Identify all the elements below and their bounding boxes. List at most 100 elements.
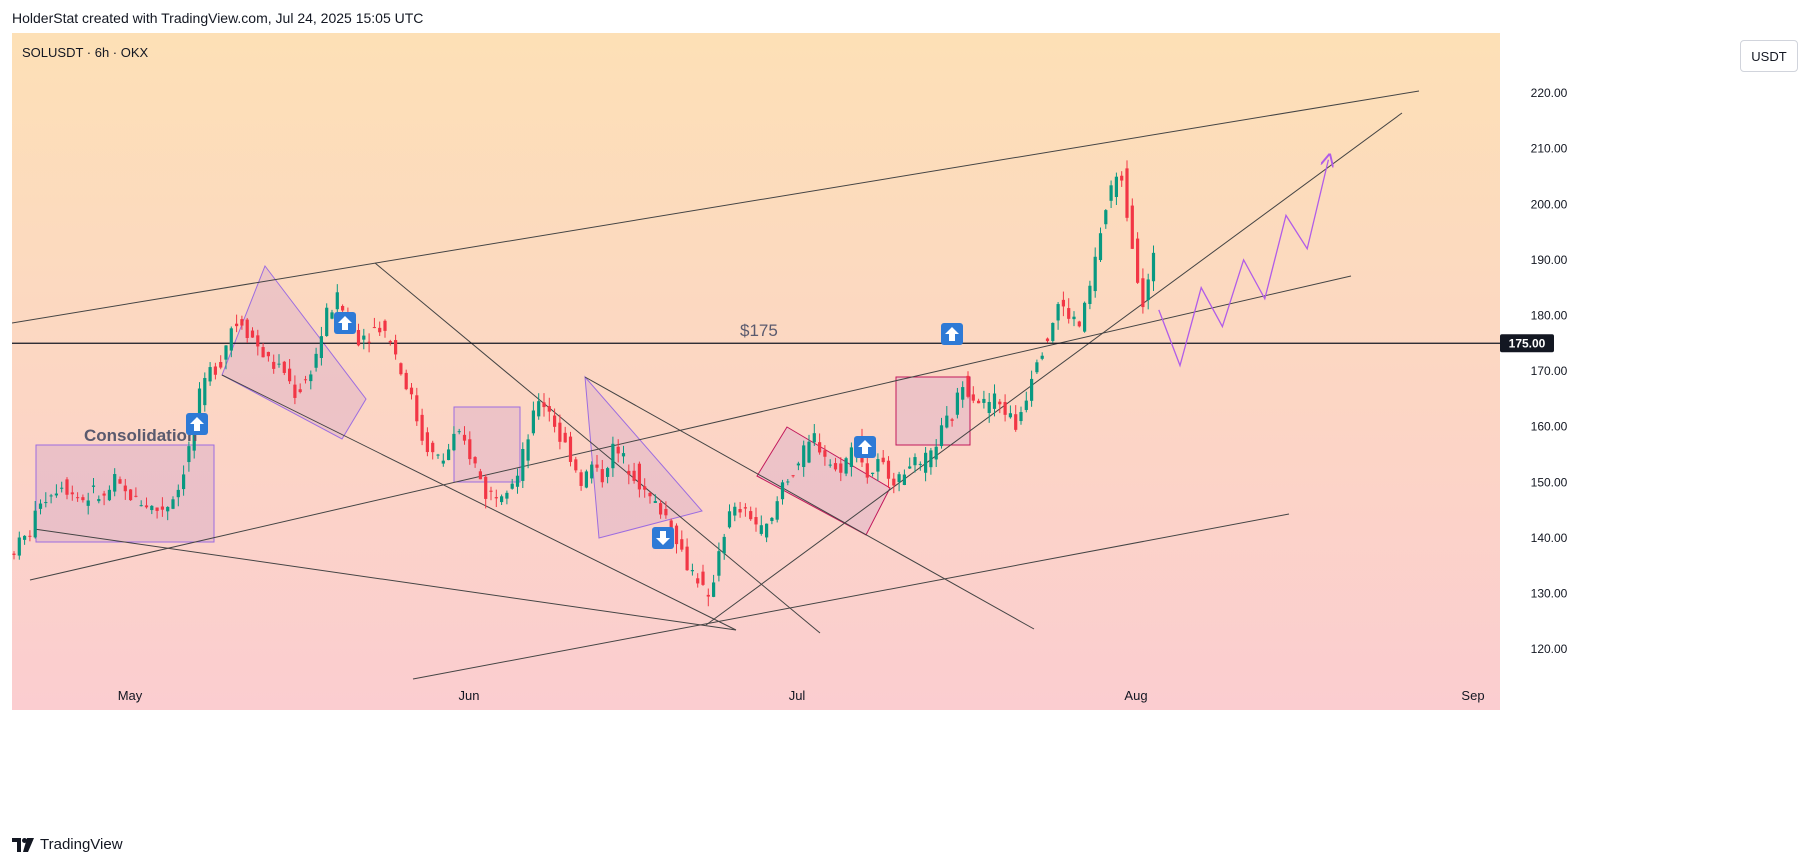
candle-body [955,392,959,415]
bottom-support-line [412,513,1290,680]
x-tick-label: Aug [1124,688,1147,703]
candle-body [1003,402,1007,415]
candle-body [1120,175,1124,181]
candle-body [325,307,329,336]
candle-body [192,423,196,451]
candle-body [1045,338,1050,342]
candle-body [150,505,154,511]
candle-body [653,501,657,503]
y-tick-label: 210.00 [1531,142,1568,156]
candle-body [812,433,816,443]
candle-body [478,471,482,480]
candle-body [563,432,567,443]
candle-body [250,330,255,338]
candle-body [749,511,753,520]
candle-body [977,400,981,404]
candle-body [696,578,700,584]
candle-body [616,446,620,454]
candle-body [404,372,408,390]
candle-body [537,401,541,417]
candle-body [293,384,297,398]
candle-body [431,442,435,453]
candle-body [802,445,806,468]
candle-body [383,320,387,331]
candle-body [1125,168,1129,218]
candle-body [187,446,191,463]
price-chart[interactable]: 120.00 130.00 140.00 150.00 160.00 170.00 180.… [12,33,1802,823]
candle-body [219,361,223,368]
footer-brand-text: TradingView [40,836,123,853]
candle-body [992,393,997,409]
tradingview-logo-icon [12,837,34,852]
candle-body [1083,302,1087,332]
lower-channel-line [29,275,1352,581]
candle-body [266,351,270,357]
candle-body [542,402,546,408]
currency-unit-button[interactable]: USDT [1740,40,1798,72]
chart-area[interactable]: 120.00 130.00 140.00 150.00 160.00 170.00 180.… [12,33,1802,823]
symbol-info[interactable]: SOLUSDT · 6h · OKX [22,45,149,60]
candle-body [595,464,599,468]
arrow-up-icon [854,436,876,458]
descending-line-may [221,374,737,631]
chart-caption: HolderStat created with TradingView.com,… [12,10,424,26]
candle-body [547,406,551,412]
candle-body [113,474,117,492]
candle-body [674,525,679,545]
candle-body [918,463,922,465]
candle-body [197,388,202,423]
level-175-label: $175 [740,321,778,340]
candle-body [484,476,488,499]
candle-body [378,327,382,333]
candle-body [1051,322,1055,341]
candle-body [685,546,689,571]
candle-body [892,478,896,486]
arrow-up-icon [334,312,356,334]
y-tick-label: 200.00 [1531,197,1568,211]
candle-body [1130,205,1134,249]
candle-body [394,340,398,355]
candle-body [1098,233,1103,261]
candle-body [611,443,615,469]
candle-body [733,506,737,516]
candle-body [950,419,954,421]
y-tick-label: 160.00 [1531,420,1568,434]
candle-body [213,366,217,375]
candle-body [1077,321,1081,327]
candle-body [637,463,641,490]
candle-body [982,398,986,403]
y-tick-label: 220.00 [1531,86,1568,100]
candle-body [632,470,636,481]
candle-body [182,474,186,490]
candle-body [1035,362,1039,373]
candle-body [1093,256,1097,292]
current-price-label: 175.00 [1509,336,1546,350]
descending-line-june [584,376,1035,630]
candle-body [1146,279,1150,301]
candle-body [203,377,207,406]
candle-body [871,472,875,474]
flag-pattern-may [221,264,367,440]
candle-body [399,363,403,375]
y-tick-label: 130.00 [1531,586,1568,600]
candle-body [1136,238,1140,283]
candle-body [60,487,64,489]
candle-body [1114,176,1118,198]
candle-body [166,506,170,512]
candle-body [12,553,16,555]
candle-body [574,459,578,471]
flag-pattern-june [584,375,703,539]
candle-body [876,459,880,472]
candle-body [256,335,260,347]
footer-brand[interactable]: TradingView [12,836,123,853]
current-price-tag: 175.00 [1500,334,1554,353]
candle-body [998,401,1002,405]
y-tick-label: 120.00 [1531,642,1568,656]
candle-body [1109,185,1113,201]
candle-body [759,525,763,534]
candle-body [621,453,626,457]
candle-body [462,434,467,441]
candle-body [457,431,461,433]
candle-body [579,472,583,486]
candle-body [828,464,832,466]
